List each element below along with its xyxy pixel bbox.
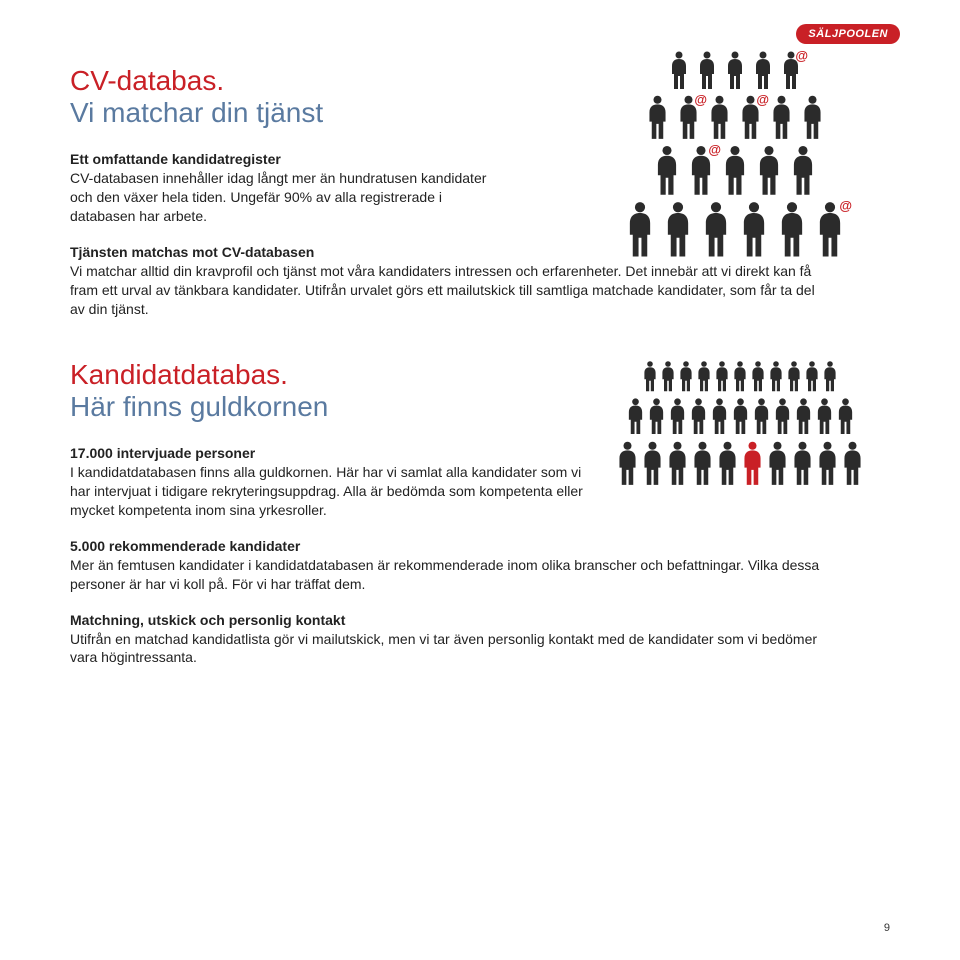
person-silhouette-icon	[642, 359, 658, 393]
person-silhouette-icon	[822, 359, 838, 393]
person-silhouette-icon	[755, 144, 783, 196]
person-silhouette-icon	[815, 396, 834, 436]
person-silhouette-icon	[732, 359, 748, 393]
person-silhouette-icon	[668, 50, 690, 90]
person-highlight-icon	[741, 439, 764, 487]
person-silhouette-icon	[700, 200, 732, 258]
person-silhouette-icon	[768, 359, 784, 393]
person-silhouette-icon: @	[780, 50, 802, 90]
at-badge-icon: @	[694, 92, 707, 107]
person-silhouette-icon	[752, 396, 771, 436]
person-silhouette-icon	[653, 144, 681, 196]
section2-p1-text: I kandidatdatabasen finns alla guldkorne…	[70, 463, 590, 520]
person-silhouette-icon	[691, 439, 714, 487]
person-silhouette-icon	[666, 439, 689, 487]
person-silhouette-icon	[616, 439, 639, 487]
person-silhouette-icon	[836, 396, 855, 436]
person-silhouette-icon	[696, 359, 712, 393]
person-silhouette-icon	[776, 200, 808, 258]
at-badge-icon: @	[708, 142, 721, 157]
person-silhouette-icon	[773, 396, 792, 436]
section1-p2-text: Vi matchar alltid din kravprofil och tjä…	[70, 262, 830, 319]
section2-p3-bold: Matchning, utskick och personlig kontakt	[70, 612, 830, 628]
person-silhouette-icon	[800, 94, 825, 140]
person-silhouette-icon	[721, 144, 749, 196]
person-silhouette-icon	[794, 396, 813, 436]
person-silhouette-icon: @	[687, 144, 715, 196]
person-silhouette-icon	[641, 439, 664, 487]
person-silhouette-icon: @	[814, 200, 846, 258]
person-silhouette-icon	[714, 359, 730, 393]
section-kandidatdatabas: Kandidatdatabas. Här finns guldkornen 17…	[70, 359, 890, 668]
person-silhouette-icon	[804, 359, 820, 393]
page-number: 9	[884, 922, 890, 934]
person-silhouette-icon	[750, 359, 766, 393]
section1-p1-bold: Ett omfattande kandidatregister	[70, 151, 500, 167]
section2-p2-bold: 5.000 rekommenderade kandidater	[70, 538, 830, 554]
person-silhouette-icon	[716, 439, 739, 487]
person-silhouette-icon	[789, 144, 817, 196]
person-silhouette-icon	[624, 200, 656, 258]
person-silhouette-icon: @	[676, 94, 701, 140]
crowd-illustration-2	[600, 359, 880, 514]
person-silhouette-icon	[791, 439, 814, 487]
at-badge-icon: @	[756, 92, 769, 107]
person-silhouette-icon	[707, 94, 732, 140]
person-silhouette-icon	[738, 200, 770, 258]
section1-p1-text: CV-databasen innehåller idag långt mer ä…	[70, 169, 500, 226]
person-silhouette-icon	[786, 359, 802, 393]
person-silhouette-icon	[731, 396, 750, 436]
person-silhouette-icon	[769, 94, 794, 140]
person-silhouette-icon	[752, 50, 774, 90]
person-silhouette-icon	[816, 439, 839, 487]
person-silhouette-icon	[660, 359, 676, 393]
person-silhouette-icon	[668, 396, 687, 436]
section2-p2-text: Mer än femtusen kandidater i kandidatdat…	[70, 556, 830, 594]
person-silhouette-icon	[689, 396, 708, 436]
section-cv-databas: CV-databas. Vi matchar din tjänst Ett om…	[70, 65, 890, 319]
person-silhouette-icon	[678, 359, 694, 393]
person-silhouette-icon	[626, 396, 645, 436]
person-silhouette-icon: @	[738, 94, 763, 140]
at-badge-icon: @	[839, 198, 852, 213]
person-silhouette-icon	[710, 396, 729, 436]
section2-p1-bold: 17.000 intervjuade personer	[70, 445, 590, 461]
section2-p3-text: Utifrån en matchad kandidatlista gör vi …	[70, 630, 830, 668]
person-silhouette-icon	[841, 439, 864, 487]
person-silhouette-icon	[662, 200, 694, 258]
brand-badge: SÄLJPOOLEN	[796, 24, 900, 44]
person-silhouette-icon	[645, 94, 670, 140]
person-silhouette-icon	[647, 396, 666, 436]
at-badge-icon: @	[795, 48, 808, 63]
crowd-illustration-1: @@@@@	[575, 50, 895, 260]
person-silhouette-icon	[724, 50, 746, 90]
person-silhouette-icon	[696, 50, 718, 90]
person-silhouette-icon	[766, 439, 789, 487]
